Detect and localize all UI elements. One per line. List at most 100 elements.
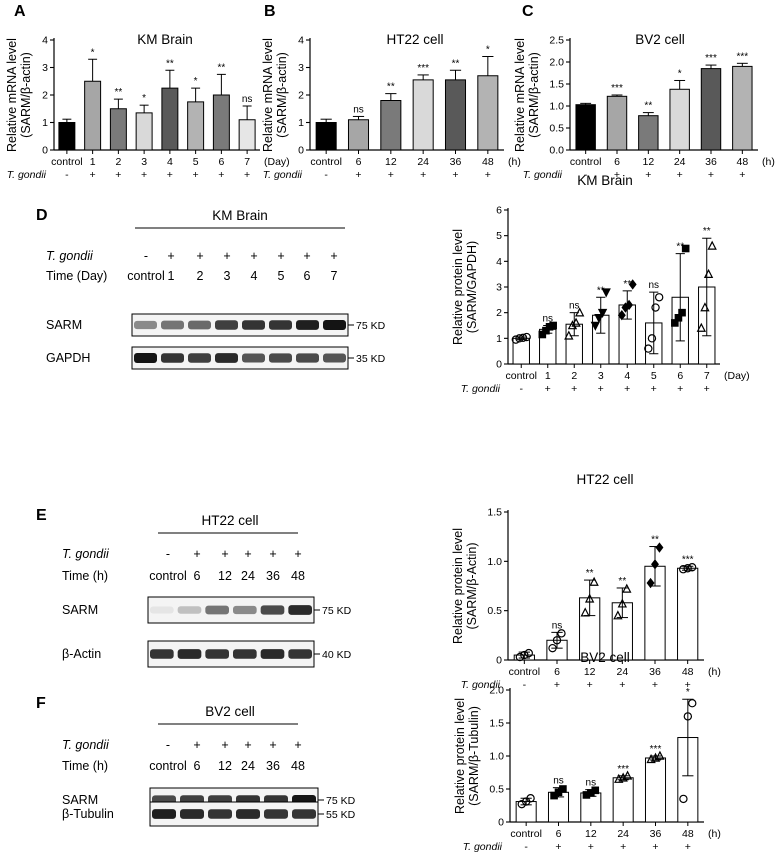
panel_C-chart: 0.0 0.5 1.0 1.5 2.0 2.5 Relative mRNA level (SA…	[513, 32, 775, 181]
x-tick-label: 24	[417, 156, 429, 168]
data-point	[700, 302, 710, 312]
y-tick-label: 1.5	[487, 507, 502, 519]
y-axis-label-unit: (SARM/β-actin)	[19, 52, 33, 138]
molecular-weight-label: 75 KD	[326, 795, 356, 807]
significance-label: *	[686, 687, 690, 698]
treatment-mark: +	[355, 169, 361, 181]
data-point	[591, 786, 600, 795]
y-tick-label: 2.0	[549, 57, 564, 69]
treatment-mark: +	[571, 383, 577, 395]
x-tick-label: 3	[598, 370, 604, 382]
x-tick-label: 6	[356, 156, 362, 168]
treatment-mark: +	[485, 169, 491, 181]
y-axis-label-unit: (SARM/β-actin)	[527, 52, 541, 138]
data-point	[654, 293, 664, 302]
y-tick-label: 2.0	[489, 685, 504, 697]
significance-label: **	[387, 82, 395, 93]
blot-membrane	[147, 640, 315, 668]
data-point	[548, 643, 557, 653]
significance-label: **	[586, 568, 594, 579]
data-point	[647, 334, 657, 343]
band	[208, 809, 232, 819]
data-point	[617, 310, 626, 321]
lane-label: 48	[291, 569, 305, 583]
lane-label: 2	[197, 269, 204, 283]
y-tick-label: 0	[298, 145, 304, 157]
x-tick-label: control	[509, 666, 541, 678]
x-unit-label: (Day)	[264, 156, 290, 168]
treatment-mark: +	[193, 738, 200, 752]
molecular-weight-label: 75 KD	[322, 605, 352, 617]
treatment-mark: +	[193, 169, 199, 181]
treatment-label: T. gondii	[263, 169, 303, 181]
data-point	[589, 576, 599, 586]
x-tick-label: 7	[704, 370, 710, 382]
y-tick-label: 1.5	[549, 79, 564, 91]
data-point	[622, 583, 632, 593]
x-tick-label: 48	[482, 156, 494, 168]
y-tick-label: 0	[498, 817, 504, 829]
protein-label: β-Tubulin	[62, 807, 114, 821]
x-tick-label: control	[310, 156, 342, 168]
bar-12	[380, 100, 402, 151]
bar-3	[135, 112, 153, 151]
treatment-mark: +	[221, 738, 228, 752]
y-axis-label: Relative protein level	[451, 528, 465, 644]
panel-letter: B	[264, 3, 276, 20]
x-tick-label: 5	[651, 370, 657, 382]
lane-label: 6	[304, 269, 311, 283]
chart-title: KM Brain	[577, 173, 633, 188]
treatment-mark: +	[620, 841, 626, 853]
band	[161, 320, 184, 330]
y-axis-label: Relative mRNA level	[261, 38, 275, 152]
data-point	[613, 610, 623, 620]
x-tick-label: 1	[90, 156, 96, 168]
lane-label: 12	[218, 759, 232, 773]
data-point	[522, 332, 531, 342]
treatment-mark: +	[244, 738, 251, 752]
y-axis-label: Relative protein level	[451, 229, 465, 345]
treatment-mark: +	[277, 249, 284, 263]
data-point	[617, 598, 628, 608]
molecular-weight-label: 75 KD	[356, 320, 386, 332]
bar-48	[732, 65, 753, 151]
significance-label: *	[91, 47, 95, 58]
data-point	[655, 750, 665, 760]
x-tick-label: 2	[571, 370, 577, 382]
chart-title: HT22 cell	[576, 472, 633, 487]
lane-label: control	[149, 569, 187, 583]
x-tick-label: 12	[385, 156, 397, 168]
band	[205, 605, 229, 615]
y-tick-label: 0	[496, 655, 502, 667]
data-point	[552, 636, 562, 645]
treatment-label: T. gondii	[461, 383, 501, 395]
chart-title: KM Brain	[137, 32, 193, 47]
y-tick-label: 6	[496, 205, 502, 217]
treatment-mark: +	[588, 841, 594, 853]
x-unit-label: (h)	[708, 666, 721, 678]
data-point	[549, 321, 557, 330]
significance-label: *	[142, 93, 146, 104]
x-tick-label: 12	[584, 666, 596, 678]
band	[242, 320, 265, 330]
band	[215, 320, 238, 330]
bar-control	[575, 104, 596, 151]
y-axis-label-unit: (SARM/β-Actin)	[465, 542, 479, 629]
significance-label: **	[618, 576, 626, 587]
significance-label: **	[676, 242, 684, 253]
significance-label: ***	[736, 51, 748, 62]
treatment-label: T. gondii	[461, 679, 501, 691]
significance-label: **	[703, 226, 711, 237]
band	[233, 649, 257, 659]
y-tick-label: 4	[42, 35, 48, 47]
data-point	[580, 607, 590, 617]
bar-36	[700, 68, 722, 151]
x-tick-label: 36	[450, 156, 462, 168]
significance-label: **	[651, 535, 659, 546]
data-point	[683, 564, 692, 573]
band	[269, 320, 292, 330]
panel_F-chart: 0 0.5 1.0 1.5 2.0 Relative protein level (SARM…	[453, 650, 721, 853]
significance-label: ns	[353, 104, 364, 115]
x-tick-label: 48	[736, 156, 748, 168]
